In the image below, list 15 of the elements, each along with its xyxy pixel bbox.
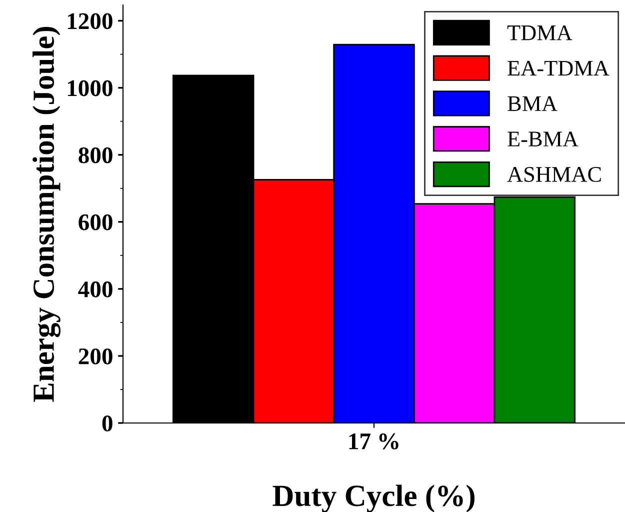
y-axis-title: Energy Consumption (Joule) bbox=[32, 26, 60, 402]
y-tick-label: 0 bbox=[102, 415, 112, 432]
legend-label: TDMA bbox=[507, 25, 572, 40]
y-tick-label: 1000 bbox=[68, 80, 112, 96]
legend-label: E-BMA bbox=[508, 132, 578, 146]
y-tick-label: 600 bbox=[78, 214, 112, 230]
y-tick-label: 400 bbox=[78, 281, 112, 298]
legend-label: EA-TDMA bbox=[508, 60, 610, 76]
y-tick-label: 1200 bbox=[68, 13, 112, 30]
x-axis-title: Duty Cycle (%) bbox=[272, 484, 474, 512]
x-tick-label: 17 % bbox=[349, 433, 398, 450]
legend-label: ASHMAC bbox=[507, 166, 601, 182]
y-tick-label: 200 bbox=[78, 348, 112, 364]
y-tick-label: 800 bbox=[78, 147, 112, 164]
legend-label: BMA bbox=[508, 96, 558, 111]
